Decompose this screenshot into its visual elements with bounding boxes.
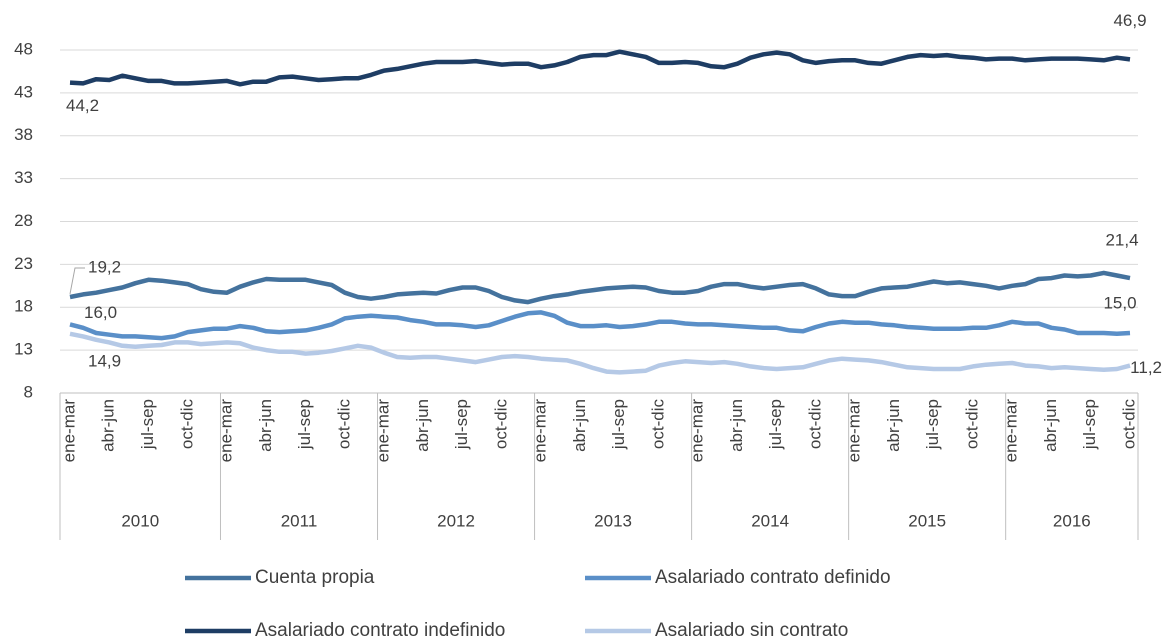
- year-label: 2013: [594, 511, 632, 530]
- x-tick-label: jul-sep: [766, 399, 785, 450]
- leader-line: [69, 267, 85, 295]
- data-label: 15,0: [1103, 293, 1136, 312]
- x-tick-label: jul-sep: [1080, 399, 1099, 450]
- series-line: [69, 310, 1131, 341]
- legend-label: Asalariado contrato indefinido: [255, 620, 505, 641]
- x-tick-label: ene-mar: [1002, 399, 1021, 463]
- year-label: 2011: [281, 511, 318, 530]
- y-tick-label: 18: [14, 297, 33, 316]
- data-label: 19,2: [88, 257, 121, 276]
- data-label: 16,0: [84, 303, 117, 322]
- x-tick-label: oct-dic: [648, 399, 667, 450]
- x-tick-label: oct-dic: [491, 399, 510, 450]
- x-tick-label: abr-jun: [256, 399, 275, 452]
- x-tick-label: oct-dic: [1119, 399, 1138, 450]
- legend-label: Asalariado contrato definido: [655, 567, 891, 588]
- legend-label: Asalariado sin contrato: [655, 620, 848, 641]
- x-tick-label: ene-mar: [217, 399, 236, 463]
- legend-label: Cuenta propia: [255, 567, 375, 588]
- y-tick-label: 43: [14, 82, 33, 101]
- data-label: 11,2: [1130, 358, 1162, 377]
- year-label: 2015: [908, 511, 946, 530]
- x-tick-label: abr-jun: [99, 399, 118, 452]
- year-label: 2016: [1053, 511, 1091, 530]
- x-tick-label: ene-mar: [845, 399, 864, 463]
- x-tick-label: ene-mar: [374, 399, 393, 463]
- data-label: 14,9: [88, 351, 121, 370]
- series-line: [69, 331, 1131, 375]
- year-label: 2012: [437, 511, 475, 530]
- data-label: 21,4: [1105, 231, 1138, 250]
- y-tick-label: 13: [14, 340, 33, 359]
- y-tick-label: 8: [24, 382, 33, 401]
- series-line: [69, 49, 1131, 87]
- series-line: [69, 270, 1131, 305]
- x-tick-label: oct-dic: [805, 399, 824, 450]
- data-label: 44,2: [66, 96, 99, 115]
- x-tick-label: jul-sep: [609, 399, 628, 450]
- x-tick-label: ene-mar: [59, 399, 78, 463]
- y-tick-label: 33: [14, 168, 33, 187]
- x-tick-label: abr-jun: [413, 399, 432, 452]
- year-label: 2010: [121, 511, 159, 530]
- x-tick-label: ene-mar: [531, 399, 550, 463]
- x-tick-label: oct-dic: [177, 399, 196, 450]
- y-tick-label: 38: [14, 125, 33, 144]
- x-tick-label: jul-sep: [452, 399, 471, 450]
- x-tick-label: abr-jun: [1041, 399, 1060, 452]
- y-tick-label: 28: [14, 211, 33, 230]
- x-tick-label: oct-dic: [334, 399, 353, 450]
- x-tick-label: jul-sep: [295, 399, 314, 450]
- x-tick-label: abr-jun: [884, 399, 903, 452]
- year-label: 2014: [751, 511, 789, 530]
- y-tick-label: 48: [14, 39, 33, 58]
- x-tick-label: ene-mar: [688, 399, 707, 463]
- data-label: 46,9: [1113, 11, 1146, 30]
- x-tick-label: jul-sep: [138, 399, 157, 450]
- x-tick-label: jul-sep: [923, 399, 942, 450]
- x-tick-label: abr-jun: [570, 399, 589, 452]
- x-tick-label: abr-jun: [727, 399, 746, 452]
- y-tick-label: 23: [14, 254, 33, 273]
- x-tick-label: oct-dic: [962, 399, 981, 450]
